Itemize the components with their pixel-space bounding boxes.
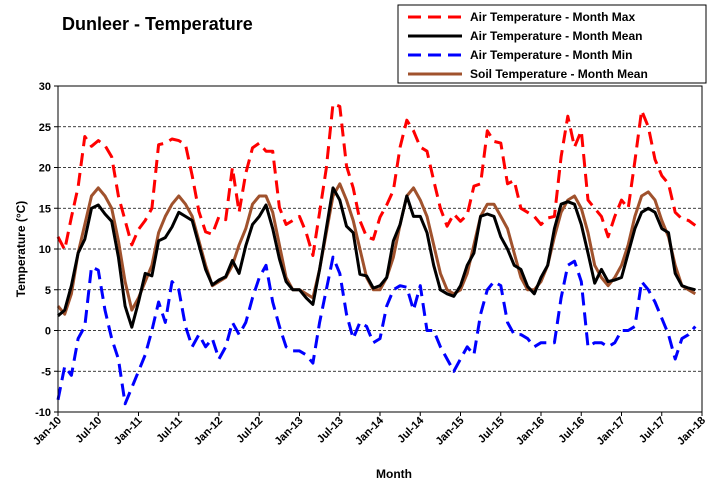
y-tick-label: 15: [39, 203, 51, 215]
legend-label: Soil Temperature - Month Mean: [470, 67, 648, 81]
series-lines: [56, 102, 697, 406]
legend-label: Air Temperature - Month Max: [470, 10, 635, 24]
y-tick-label: 25: [39, 122, 51, 134]
y-tick-label: -10: [35, 407, 51, 419]
y-tick-label: 5: [45, 285, 51, 297]
y-axis-label: Temperature (°C): [14, 201, 28, 298]
chart-title: Dunleer - Temperature: [62, 14, 253, 34]
y-tick-label: 20: [39, 163, 51, 175]
y-tick-label: 0: [45, 326, 51, 338]
y-tick-label: -5: [41, 366, 51, 378]
series-line-0: [56, 102, 697, 257]
series-line-2: [56, 255, 697, 406]
series-line-1: [57, 186, 696, 329]
legend: Air Temperature - Month Max Air Temperatu…: [397, 4, 707, 84]
y-tick-label: 30: [39, 81, 51, 93]
legend-label: Air Temperature - Month Min: [470, 48, 632, 62]
plot-area-border: [57, 85, 703, 413]
series-line-3: [56, 182, 697, 316]
legend-label: Air Temperature - Month Mean: [470, 29, 642, 43]
y-tick-labels: -10 -5 0 5 10 15 20 25 30: [35, 81, 58, 419]
y-tick-label: 10: [39, 244, 51, 256]
x-axis-label: Month: [376, 467, 412, 481]
